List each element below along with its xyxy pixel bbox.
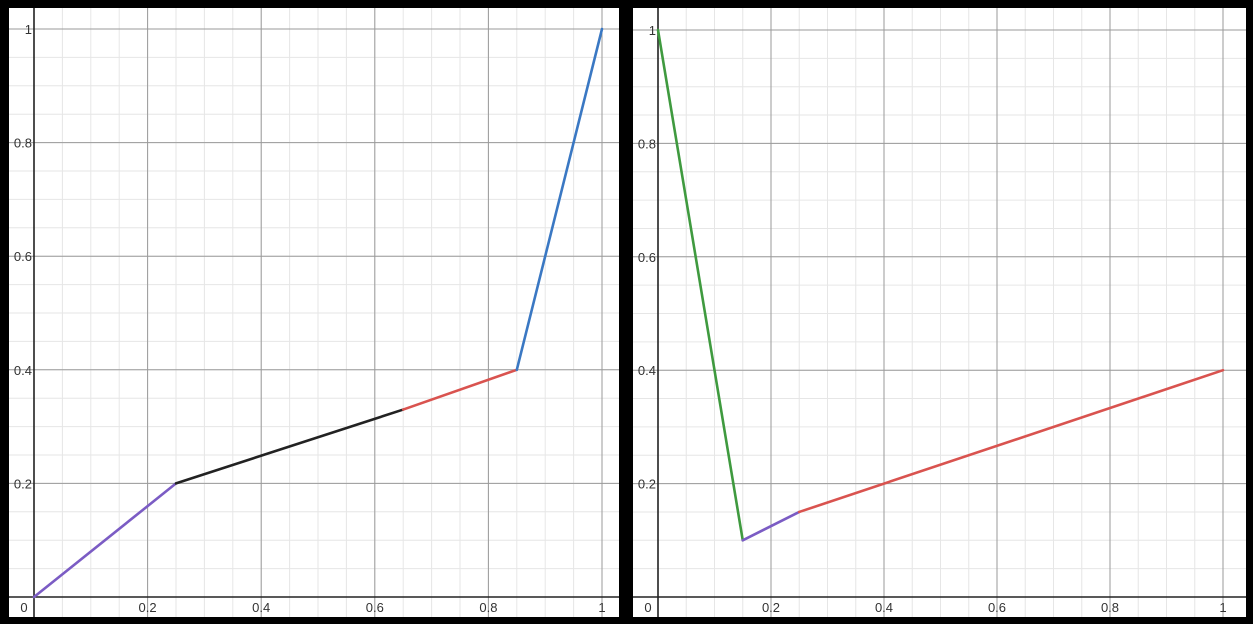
right-y-tick-label: 1	[649, 23, 656, 38]
left-series-line-4	[515, 27, 604, 372]
right-series-line-1	[656, 28, 745, 542]
chart-right: 0 0.2 0.4 0.6 0.8 1 0.2 0.4 0.6 0.8 1	[633, 8, 1246, 617]
right-x-tick-label: 0.6	[988, 600, 1006, 615]
right-x-tick-label: 0	[644, 600, 651, 615]
right-x-tick-label: 1	[1219, 600, 1226, 615]
left-y-tick-label: 0.6	[14, 249, 32, 264]
right-x-tick-label: 0.4	[875, 600, 893, 615]
left-y-tick-label: 0.4	[14, 363, 32, 378]
left-x-tick-label: 0	[20, 600, 27, 615]
right-series-line-3	[797, 368, 1225, 514]
right-y-tick-label: 0.8	[638, 136, 656, 151]
left-x-tick-label: 0.4	[252, 600, 270, 615]
left-x-tick-label: 0.6	[366, 600, 384, 615]
left-y-tick-label: 1	[25, 22, 32, 37]
right-y-tick-label: 0.2	[638, 477, 656, 492]
right-y-tick-label: 0.6	[638, 250, 656, 265]
left-x-tick-label: 0.8	[479, 600, 497, 615]
left-series-line-3	[401, 368, 519, 411]
left-x-tick-label: 0.2	[139, 600, 157, 615]
right-series-line-2	[741, 510, 801, 542]
left-grid	[9, 8, 619, 617]
right-grid	[633, 8, 1246, 617]
left-y-tick-label: 0.8	[14, 136, 32, 151]
right-y-tick-label: 0.4	[638, 363, 656, 378]
left-series-line-1	[32, 482, 178, 599]
left-x-tick-label: 1	[598, 600, 605, 615]
left-y-tick-label: 0.2	[14, 476, 32, 491]
chart-left: 0 0.2 0.4 0.6 0.8 1 0.2 0.4 0.6 0.8 1	[9, 8, 619, 617]
right-x-tick-label: 0.2	[762, 600, 780, 615]
right-x-tick-label: 0.8	[1101, 600, 1119, 615]
left-series-line-2	[174, 408, 405, 485]
